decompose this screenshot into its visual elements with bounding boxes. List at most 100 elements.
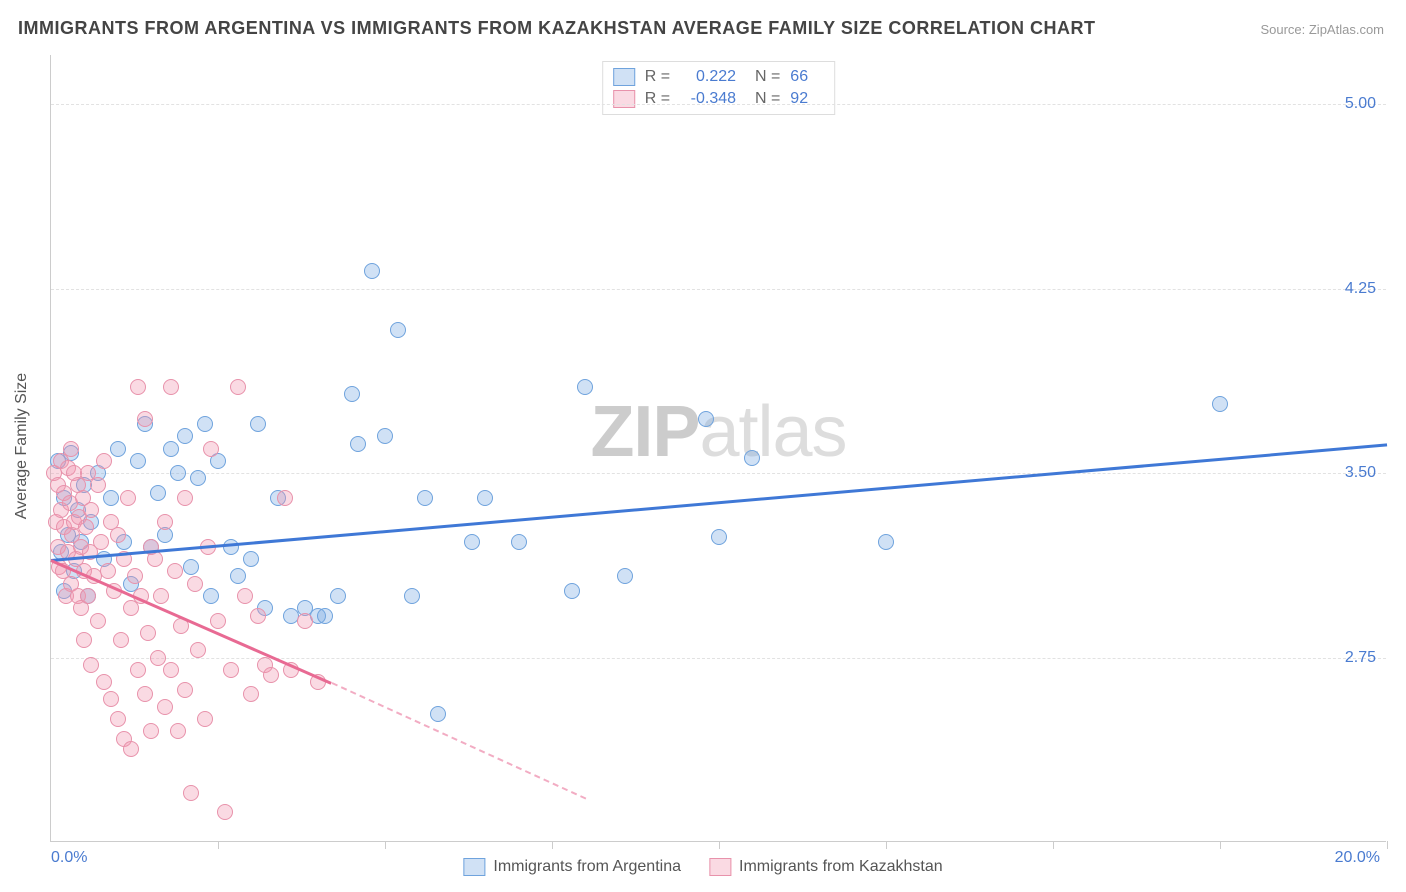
scatter-point-kazakhstan [190, 642, 206, 658]
scatter-point-argentina [330, 588, 346, 604]
scatter-point-kazakhstan [167, 563, 183, 579]
scatter-point-kazakhstan [137, 411, 153, 427]
swatch-kazakhstan [613, 90, 635, 108]
scatter-point-kazakhstan [78, 519, 94, 535]
scatter-point-kazakhstan [163, 662, 179, 678]
scatter-point-argentina [190, 470, 206, 486]
x-tick [886, 841, 887, 849]
correlation-row-kazakhstan: R = -0.348 N = 92 [613, 88, 821, 110]
scatter-point-kazakhstan [93, 534, 109, 550]
x-tick [1220, 841, 1221, 849]
gridline [51, 658, 1386, 659]
scatter-point-argentina [744, 450, 760, 466]
scatter-point-argentina [250, 416, 266, 432]
scatter-point-kazakhstan [157, 699, 173, 715]
plot-area: ZIPatlas R = 0.222 N = 66 R = -0.348 N =… [50, 55, 1386, 842]
scatter-point-kazakhstan [100, 563, 116, 579]
scatter-point-kazakhstan [210, 613, 226, 629]
scatter-point-kazakhstan [123, 741, 139, 757]
scatter-point-argentina [364, 263, 380, 279]
scatter-point-kazakhstan [183, 785, 199, 801]
source-attribution: Source: ZipAtlas.com [1260, 22, 1384, 37]
scatter-point-kazakhstan [297, 613, 313, 629]
scatter-point-argentina [230, 568, 246, 584]
legend-label: Immigrants from Kazakhstan [739, 858, 943, 876]
scatter-point-kazakhstan [230, 379, 246, 395]
r-label: R = [645, 66, 670, 88]
scatter-point-kazakhstan [137, 686, 153, 702]
scatter-point-kazakhstan [277, 490, 293, 506]
scatter-point-kazakhstan [150, 650, 166, 666]
scatter-point-kazakhstan [157, 514, 173, 530]
scatter-point-kazakhstan [83, 657, 99, 673]
scatter-point-kazakhstan [243, 686, 259, 702]
scatter-point-kazakhstan [177, 682, 193, 698]
r-label: R = [645, 88, 670, 110]
n-value-kazakhstan: 92 [790, 88, 820, 110]
swatch-argentina [613, 68, 635, 86]
correlation-row-argentina: R = 0.222 N = 66 [613, 66, 821, 88]
scatter-point-kazakhstan [63, 441, 79, 457]
scatter-point-kazakhstan [90, 477, 106, 493]
y-axis-label: Average Family Size [13, 373, 31, 519]
scatter-point-kazakhstan [177, 490, 193, 506]
scatter-point-argentina [430, 706, 446, 722]
legend-swatch [709, 858, 731, 876]
gridline [51, 289, 1386, 290]
x-tick [218, 841, 219, 849]
scatter-point-kazakhstan [80, 588, 96, 604]
watermark-bold: ZIP [590, 392, 699, 472]
scatter-point-argentina [577, 379, 593, 395]
scatter-point-kazakhstan [110, 711, 126, 727]
scatter-point-kazakhstan [153, 588, 169, 604]
scatter-point-argentina [377, 428, 393, 444]
scatter-point-kazakhstan [90, 613, 106, 629]
scatter-point-kazakhstan [170, 723, 186, 739]
scatter-point-kazakhstan [120, 490, 136, 506]
x-tick [552, 841, 553, 849]
scatter-point-kazakhstan [140, 625, 156, 641]
scatter-point-kazakhstan [127, 568, 143, 584]
n-value-argentina: 66 [790, 66, 820, 88]
scatter-point-kazakhstan [147, 551, 163, 567]
scatter-point-argentina [203, 588, 219, 604]
scatter-point-kazakhstan [203, 441, 219, 457]
x-tick [1053, 841, 1054, 849]
scatter-point-argentina [163, 441, 179, 457]
scatter-point-kazakhstan [103, 691, 119, 707]
x-max-label: 20.0% [1335, 849, 1380, 867]
scatter-point-kazakhstan [197, 711, 213, 727]
scatter-point-argentina [317, 608, 333, 624]
scatter-point-kazakhstan [96, 453, 112, 469]
scatter-point-argentina [1212, 396, 1228, 412]
y-tick-label: 2.75 [1345, 649, 1376, 667]
scatter-point-argentina [183, 559, 199, 575]
scatter-point-kazakhstan [237, 588, 253, 604]
watermark: ZIPatlas [590, 391, 846, 473]
scatter-point-kazakhstan [83, 502, 99, 518]
scatter-point-kazakhstan [250, 608, 266, 624]
scatter-point-argentina [197, 416, 213, 432]
scatter-point-kazakhstan [130, 662, 146, 678]
scatter-point-kazakhstan [76, 632, 92, 648]
trend-line [331, 682, 586, 799]
scatter-point-argentina [511, 534, 527, 550]
legend-label: Immigrants from Argentina [493, 858, 681, 876]
n-label: N = [746, 66, 780, 88]
scatter-point-kazakhstan [223, 662, 239, 678]
chart-title: IMMIGRANTS FROM ARGENTINA VS IMMIGRANTS … [18, 18, 1095, 39]
scatter-point-kazakhstan [113, 632, 129, 648]
y-tick-label: 3.50 [1345, 464, 1376, 482]
legend-item: Immigrants from Kazakhstan [709, 858, 943, 876]
scatter-point-argentina [177, 428, 193, 444]
series-legend: Immigrants from Argentina Immigrants from… [463, 858, 942, 876]
scatter-point-argentina [344, 386, 360, 402]
x-tick [385, 841, 386, 849]
r-value-argentina: 0.222 [680, 66, 736, 88]
n-label: N = [746, 88, 780, 110]
scatter-point-kazakhstan [263, 667, 279, 683]
scatter-point-kazakhstan [96, 674, 112, 690]
x-tick [719, 841, 720, 849]
scatter-point-argentina [404, 588, 420, 604]
y-tick-label: 4.25 [1345, 280, 1376, 298]
